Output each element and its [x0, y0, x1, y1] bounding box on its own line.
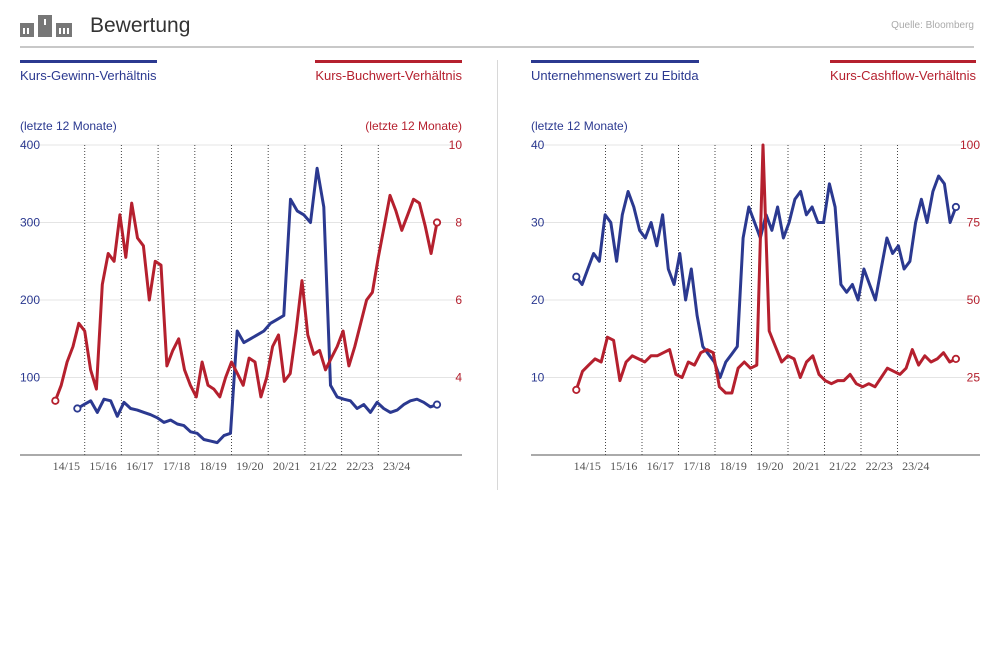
- x-tick-label: 17/18: [163, 459, 190, 473]
- bar-chart-logo-icon: [20, 15, 72, 37]
- y-left-tick-label: 100: [20, 371, 40, 385]
- series-line-2: [53, 193, 439, 402]
- chart-ev-kcv: Unternehmenswert zu Ebitda Kurs-Cashflow…: [531, 60, 980, 480]
- y-left-tick-label: 40: [531, 138, 545, 152]
- x-tick-label: 16/17: [126, 459, 153, 473]
- x-tick-label: 23/24: [383, 459, 410, 473]
- plot-area: 40 100 30 75 20 50 10 25 14/15 15/16 16/17 17/18 18/…: [531, 138, 980, 473]
- x-tick-label: 21/22: [829, 459, 856, 473]
- legend-series-2-right: Kurs-Cashflow-Verhältnis: [830, 60, 976, 87]
- y-right-tick-label: 75: [967, 216, 981, 230]
- x-tick-label: 22/23: [866, 459, 893, 473]
- x-tick-label: 19/20: [756, 459, 783, 473]
- y-right-tick-label: 100: [960, 138, 980, 152]
- x-tick-label: 14/15: [574, 459, 601, 473]
- right-axis-label: (letzte 12 Monate): [365, 119, 462, 133]
- x-tick-label: 17/18: [683, 459, 710, 473]
- x-tick-label: 14/15: [53, 459, 80, 473]
- y-left-tick-label: 30: [531, 216, 545, 230]
- y-left-tick-label: 10: [531, 371, 545, 385]
- x-tick-label: 23/24: [902, 459, 929, 473]
- x-tick-label: 15/16: [89, 459, 116, 473]
- series-start-marker: [572, 385, 581, 394]
- page-header: Bewertung Quelle: Bloomberg: [20, 12, 974, 48]
- series-end-marker: [951, 202, 960, 212]
- x-tick-label: 21/22: [310, 459, 337, 473]
- source-note: Quelle: Bloomberg: [891, 20, 974, 31]
- y-right-tick-label: 8: [455, 216, 462, 230]
- left-axis-label: (letzte 12 Monate): [531, 119, 628, 133]
- series-end-marker: [432, 400, 442, 409]
- left-axis-label: (letzte 12 Monate): [20, 119, 117, 133]
- legend-series-1-right: Kurs-Buchwert-Verhältnis: [315, 60, 462, 87]
- x-tick-label: 22/23: [346, 459, 373, 473]
- series-end-marker: [951, 354, 960, 363]
- series-end-marker: [432, 218, 442, 227]
- panel-divider: [497, 60, 498, 490]
- series-start-marker: [51, 396, 60, 405]
- page-title: Bewertung: [90, 14, 191, 37]
- legend-series-1-left: Kurs-Gewinn-Verhältnis: [20, 60, 157, 87]
- x-tick-label: 18/19: [199, 459, 226, 473]
- series-line-2: [574, 143, 957, 395]
- series-line-1: [76, 166, 438, 445]
- chart-kgv-kbv: Kurs-Gewinn-Verhältnis Kurs-Buchwert-Ver…: [20, 60, 462, 480]
- x-tick-label: 18/19: [720, 459, 747, 473]
- y-right-tick-label: 10: [449, 138, 463, 152]
- y-right-tick-label: 6: [455, 293, 462, 307]
- y-left-tick-label: 200: [20, 293, 40, 307]
- y-right-tick-label: 50: [967, 293, 981, 307]
- legend-series-2-left: Unternehmenswert zu Ebitda: [531, 60, 699, 87]
- series-start-marker: [572, 272, 581, 281]
- y-right-tick-label: 4: [455, 371, 462, 385]
- y-left-tick-label: 20: [531, 293, 545, 307]
- x-tick-label: 20/21: [273, 459, 300, 473]
- y-left-tick-label: 300: [20, 216, 40, 230]
- x-tick-label: 16/17: [647, 459, 674, 473]
- series-start-marker: [73, 404, 82, 413]
- x-tick-label: 19/20: [236, 459, 263, 473]
- y-right-tick-label: 25: [967, 371, 981, 385]
- x-tick-label: 20/21: [793, 459, 820, 473]
- plot-area: 400 10 300 8 200 6 100 4 14/15 15/16 16/17 17/18 18/…: [20, 138, 463, 473]
- y-left-tick-label: 400: [20, 138, 40, 152]
- x-tick-label: 15/16: [610, 459, 637, 473]
